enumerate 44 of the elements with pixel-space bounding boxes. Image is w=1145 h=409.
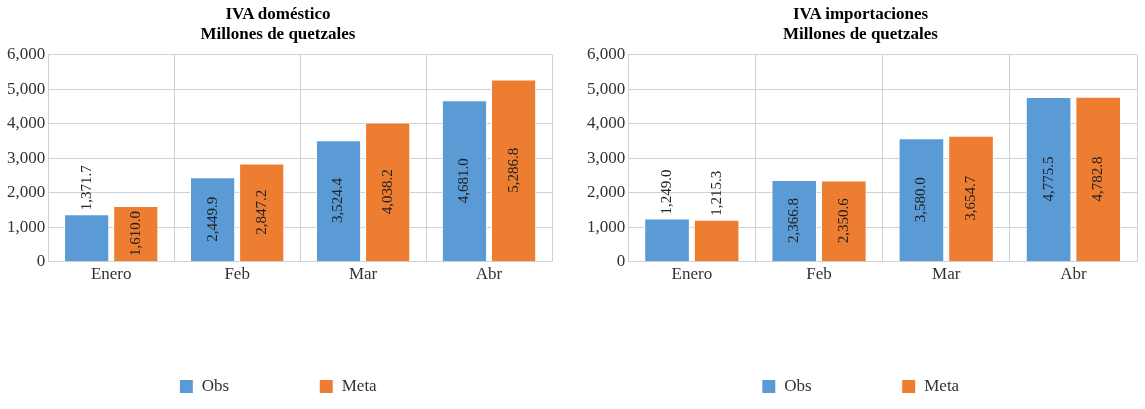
y-tick-label: 0 (616, 251, 626, 271)
data-label: 4,681.0 (455, 158, 472, 204)
data-label: 1,215.3 (707, 170, 724, 216)
y-tick-label: 6,000 (7, 44, 46, 64)
x-tick-label: Mar (932, 264, 961, 284)
legend-label: Meta (924, 375, 960, 395)
y-tick-label: 4,000 (7, 113, 46, 133)
data-label: 3,524.4 (329, 177, 346, 224)
data-label: 2,350.6 (834, 197, 851, 244)
x-tick-label: Mar (348, 264, 378, 284)
y-tick-label: 1,000 (587, 216, 626, 236)
y-tick-label: 4,000 (587, 113, 626, 133)
x-tick-label: Enero (90, 264, 132, 284)
x-tick-label: Abr (1060, 264, 1087, 284)
data-label: 2,847.2 (252, 189, 269, 235)
y-tick-label: 5,000 (587, 78, 626, 98)
y-tick-label: 3,000 (587, 147, 626, 167)
x-tick-label: Abr (475, 264, 503, 284)
legend-label: Obs (784, 375, 812, 395)
data-label: 2,366.8 (785, 198, 802, 244)
data-label: 1,371.7 (77, 164, 94, 211)
chart-title: IVA doméstico Millones de quetzales (200, 3, 356, 43)
legend-label: Obs (201, 375, 230, 395)
x-tick-label: Enero (671, 264, 713, 284)
chart-title: IVA importaciones Millones de quetzales (783, 3, 939, 43)
data-label: 2,449.9 (203, 196, 220, 242)
y-tick-label: 3,000 (7, 147, 46, 167)
y-tick-label: 6,000 (587, 44, 626, 64)
data-label: 4,038.2 (378, 169, 395, 215)
data-label: 4,775.5 (1039, 156, 1056, 202)
y-tick-label: 1,000 (7, 216, 46, 236)
y-tick-label: 0 (36, 251, 46, 271)
y-tick-label: 2,000 (7, 182, 46, 202)
data-label: 1,249.0 (657, 169, 674, 215)
data-label: 3,580.0 (912, 177, 929, 223)
data-label: 4,782.8 (1089, 156, 1106, 202)
data-label: 5,286.8 (504, 147, 521, 193)
y-tick-label: 2,000 (587, 182, 626, 202)
x-tick-label: Feb (806, 264, 832, 284)
legend-label: Meta (341, 375, 378, 395)
data-label: 1,610.0 (126, 211, 143, 257)
y-tick-label: 5,000 (7, 78, 46, 98)
data-label: 3,654.7 (961, 175, 978, 221)
x-tick-label: Feb (224, 264, 250, 284)
